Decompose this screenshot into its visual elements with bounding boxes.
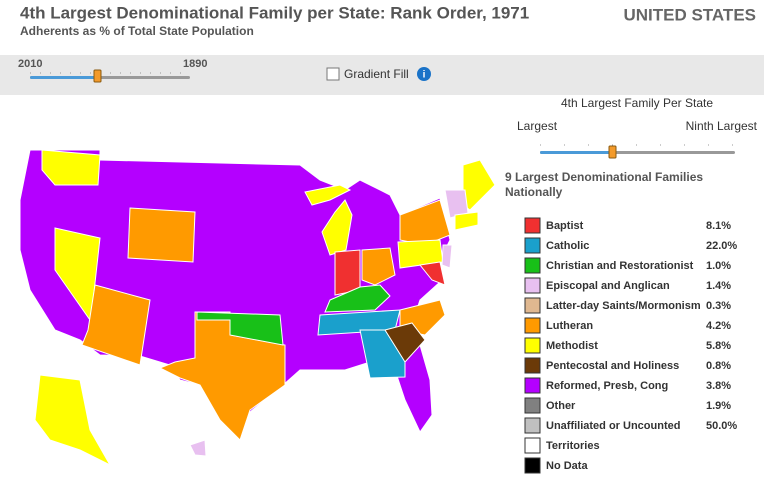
legend-share: 1.4% — [706, 280, 731, 292]
state — [324, 284, 391, 313]
legend-name: Catholic — [546, 240, 589, 252]
legend-name: Pentecostal and Holiness — [546, 360, 679, 372]
legend-name: No Data — [546, 460, 588, 472]
region-label: UNITED STATES — [623, 5, 756, 24]
legend-share: 0.3% — [706, 300, 731, 312]
legend-name: Methodist — [546, 340, 598, 352]
legend-share: 4.2% — [706, 320, 731, 332]
legend-swatch[interactable] — [524, 417, 541, 434]
gradient-label: Gradient Fill — [344, 67, 409, 81]
info-glyph: i — [423, 70, 426, 81]
state — [189, 439, 207, 457]
state — [304, 184, 352, 206]
legend-share: 50.0% — [706, 420, 737, 432]
info-icon[interactable] — [417, 67, 431, 81]
legend-name: Unaffiliated or Uncounted — [546, 420, 680, 432]
state — [454, 211, 479, 231]
state — [441, 244, 453, 269]
legend-heading: 9 Largest Denominational Families Nation… — [505, 170, 704, 199]
state — [196, 311, 284, 346]
slider-fill — [540, 151, 612, 154]
legend-swatch[interactable] — [524, 257, 541, 274]
legend-name: Other — [546, 400, 576, 412]
state — [127, 207, 196, 263]
legend-swatch[interactable] — [524, 457, 541, 474]
legend-swatch[interactable] — [524, 297, 541, 314]
legend-share: 8.1% — [706, 220, 731, 232]
legend-swatch[interactable] — [524, 217, 541, 234]
state — [359, 329, 406, 379]
legend-swatch[interactable] — [524, 317, 541, 334]
legend-share: 22.0% — [706, 240, 737, 252]
slider-thumb[interactable] — [93, 69, 102, 83]
legend-share: 3.8% — [706, 380, 731, 392]
legend-heading-box: 9 Largest Denominational Families Nation… — [505, 170, 704, 199]
legend-share: 0.8% — [706, 360, 731, 372]
state — [361, 247, 396, 286]
legend-swatch[interactable] — [524, 357, 541, 374]
legend-name: Territories — [546, 440, 600, 452]
legend-share: 1.9% — [706, 400, 731, 412]
panel-title: 4th Largest Family Per State — [561, 96, 713, 110]
title: 4th Largest Denominational Family per St… — [20, 3, 529, 22]
toolbar — [0, 55, 764, 95]
subtitle: Adherents as % of Total State Population — [20, 24, 254, 38]
legend-name: Christian and Restorationist — [546, 260, 694, 272]
state — [321, 199, 353, 256]
rank-right: Ninth Largest — [686, 119, 758, 133]
state — [419, 261, 446, 286]
rank-slider[interactable] — [540, 144, 735, 159]
legend-swatch[interactable] — [524, 437, 541, 454]
year-start: 2010 — [18, 58, 42, 70]
legend-swatch[interactable] — [524, 397, 541, 414]
legend-share: 1.0% — [706, 260, 731, 272]
legend-swatch[interactable] — [524, 377, 541, 394]
legend-share: 5.8% — [706, 340, 731, 352]
year-end: 1890 — [183, 58, 207, 70]
rank-left: Largest — [517, 119, 558, 133]
state — [41, 149, 101, 186]
legend-name: Episcopal and Anglican — [546, 280, 670, 292]
legend-swatch[interactable] — [524, 277, 541, 294]
legend-name: Baptist — [546, 220, 584, 232]
gradient-checkbox[interactable] — [326, 67, 340, 81]
legend-name: Latter-day Saints/Mormonism — [546, 300, 701, 312]
us-map — [19, 149, 496, 467]
legend-swatch[interactable] — [524, 337, 541, 354]
state — [34, 374, 112, 467]
legend-name: Reformed, Presb, Cong — [546, 380, 668, 392]
slider-thumb[interactable] — [608, 145, 617, 159]
state — [81, 284, 151, 366]
legend-name: Lutheran — [546, 320, 593, 332]
slider-fill — [30, 76, 97, 79]
year-slider[interactable] — [30, 69, 190, 83]
legend: Baptist 8.1% Catholic 22.0% Christian and Re… — [524, 217, 737, 474]
state — [384, 322, 426, 363]
legend-swatch[interactable] — [524, 237, 541, 254]
